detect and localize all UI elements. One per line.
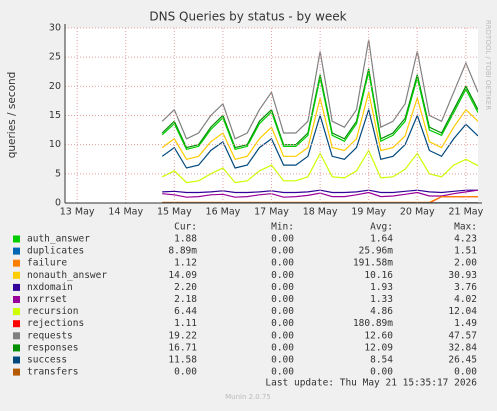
legend-label: nxrrset	[27, 294, 67, 305]
legend-stat: 0.00	[174, 367, 197, 378]
legend-label: duplicates	[27, 246, 84, 257]
legend-stat: 0.00	[271, 318, 294, 329]
y-tick-label: 10	[49, 139, 61, 150]
legend-stat: 25.96m	[359, 246, 394, 257]
legend-stat: 4.02	[454, 294, 477, 305]
legend-swatch	[13, 308, 20, 315]
legend-stat: 0.00	[271, 270, 294, 281]
y-tick-label: 30	[49, 23, 61, 34]
legend-swatch	[13, 236, 20, 243]
legend-stat: 0.00	[271, 330, 294, 341]
legend-stat: 16.71	[168, 342, 197, 353]
footer: Munin 2.0.75	[225, 393, 271, 401]
legend-label: nxdomain	[27, 282, 73, 293]
x-tick-label: 14 May	[108, 207, 143, 218]
legend-swatch	[13, 332, 20, 339]
legend-stat: 0.00	[271, 282, 294, 293]
x-tick-label: 17 May	[254, 207, 289, 218]
legend-stat: 1.88	[174, 234, 197, 245]
legend-stat: 0.00	[370, 367, 393, 378]
legend-swatch	[13, 320, 20, 327]
legend-stat: 0.00	[271, 367, 294, 378]
legend-stat: 1.12	[174, 258, 197, 269]
last-update: Last update: Thu May 21 15:35:17 2026	[265, 378, 477, 389]
legend-stat: 32.84	[448, 342, 477, 353]
legend-label: responses	[27, 342, 78, 353]
legend-swatch	[13, 344, 20, 351]
legend-stat: 2.00	[454, 258, 477, 269]
legend-stat: 12.04	[448, 306, 477, 317]
side-label: RRDTOOL / TOBI OETIKER	[484, 20, 492, 110]
legend-header: Min:	[271, 222, 294, 233]
legend-swatch	[13, 248, 20, 255]
x-tick-label: 19 May	[351, 207, 386, 218]
legend-stat: 8.89m	[168, 246, 197, 257]
legend-stat: 191.58m	[353, 258, 393, 269]
legend-label: requests	[27, 330, 73, 341]
legend-swatch	[13, 272, 20, 279]
legend-stat: 4.86	[370, 306, 393, 317]
legend-stat: 4.23	[454, 234, 477, 245]
legend-label: success	[27, 355, 67, 366]
legend-label: failure	[27, 258, 67, 269]
legend-stat: 12.09	[364, 342, 393, 353]
x-tick-label: 16 May	[206, 207, 241, 218]
legend-stat: 26.45	[448, 355, 477, 366]
legend-stat: 1.49	[454, 318, 477, 329]
legend-swatch	[13, 357, 20, 364]
legend-stat: 19.22	[168, 330, 197, 341]
legend-stat: 0.00	[271, 306, 294, 317]
y-tick-label: 5	[55, 168, 61, 179]
legend-header: Avg:	[370, 222, 393, 233]
x-tick-label: 18 May	[303, 207, 338, 218]
y-axis-label: queries / second	[6, 72, 18, 159]
legend-stat: 3.76	[454, 282, 477, 293]
x-tick-label: 20 May	[400, 207, 435, 218]
legend-stat: 0.00	[271, 234, 294, 245]
legend-stat: 47.57	[448, 330, 477, 341]
legend-stat: 0.00	[454, 367, 477, 378]
y-tick-label: 15	[49, 110, 61, 121]
legend-stat: 1.64	[370, 234, 393, 245]
legend-stat: 14.09	[168, 270, 197, 281]
legend-stat: 1.51	[454, 246, 477, 257]
legend-stat: 2.20	[174, 282, 197, 293]
legend-stat: 0.00	[271, 258, 294, 269]
legend-stat: 30.93	[448, 270, 477, 281]
legend-stat: 0.00	[271, 294, 294, 305]
legend-stat: 0.00	[271, 246, 294, 257]
y-tick-label: 20	[49, 81, 61, 92]
legend-label: rejections	[27, 318, 84, 329]
legend-stat: 12.60	[364, 330, 393, 341]
legend-stat: 0.00	[271, 342, 294, 353]
legend-stat: 1.93	[370, 282, 393, 293]
legend-header: Max:	[454, 222, 477, 233]
legend-stat: 8.54	[370, 355, 393, 366]
legend-swatch	[13, 284, 20, 291]
chart-title: DNS Queries by status - by week	[149, 10, 346, 24]
legend-stat: 1.11	[174, 318, 197, 329]
legend-stat: 2.18	[174, 294, 197, 305]
x-tick-label: 15 May	[157, 207, 192, 218]
legend-stat: 6.44	[174, 306, 197, 317]
legend-swatch	[13, 369, 20, 376]
legend-label: nonauth_answer	[27, 270, 107, 281]
legend-stat: 1.33	[370, 294, 393, 305]
y-tick-label: 25	[49, 52, 61, 63]
x-tick-label: 13 May	[60, 207, 95, 218]
x-tick-label: 21 May	[448, 207, 483, 218]
legend-stat: 0.00	[271, 355, 294, 366]
legend-label: auth_answer	[27, 234, 90, 245]
legend-stat: 180.89m	[353, 318, 393, 329]
legend-stat: 11.58	[168, 355, 197, 366]
legend-header: Cur:	[174, 222, 197, 233]
legend-swatch	[13, 260, 20, 267]
legend-stat: 10.16	[364, 270, 393, 281]
legend-label: recursion	[27, 306, 78, 317]
legend-label: transfers	[27, 367, 78, 378]
legend-swatch	[13, 296, 20, 303]
